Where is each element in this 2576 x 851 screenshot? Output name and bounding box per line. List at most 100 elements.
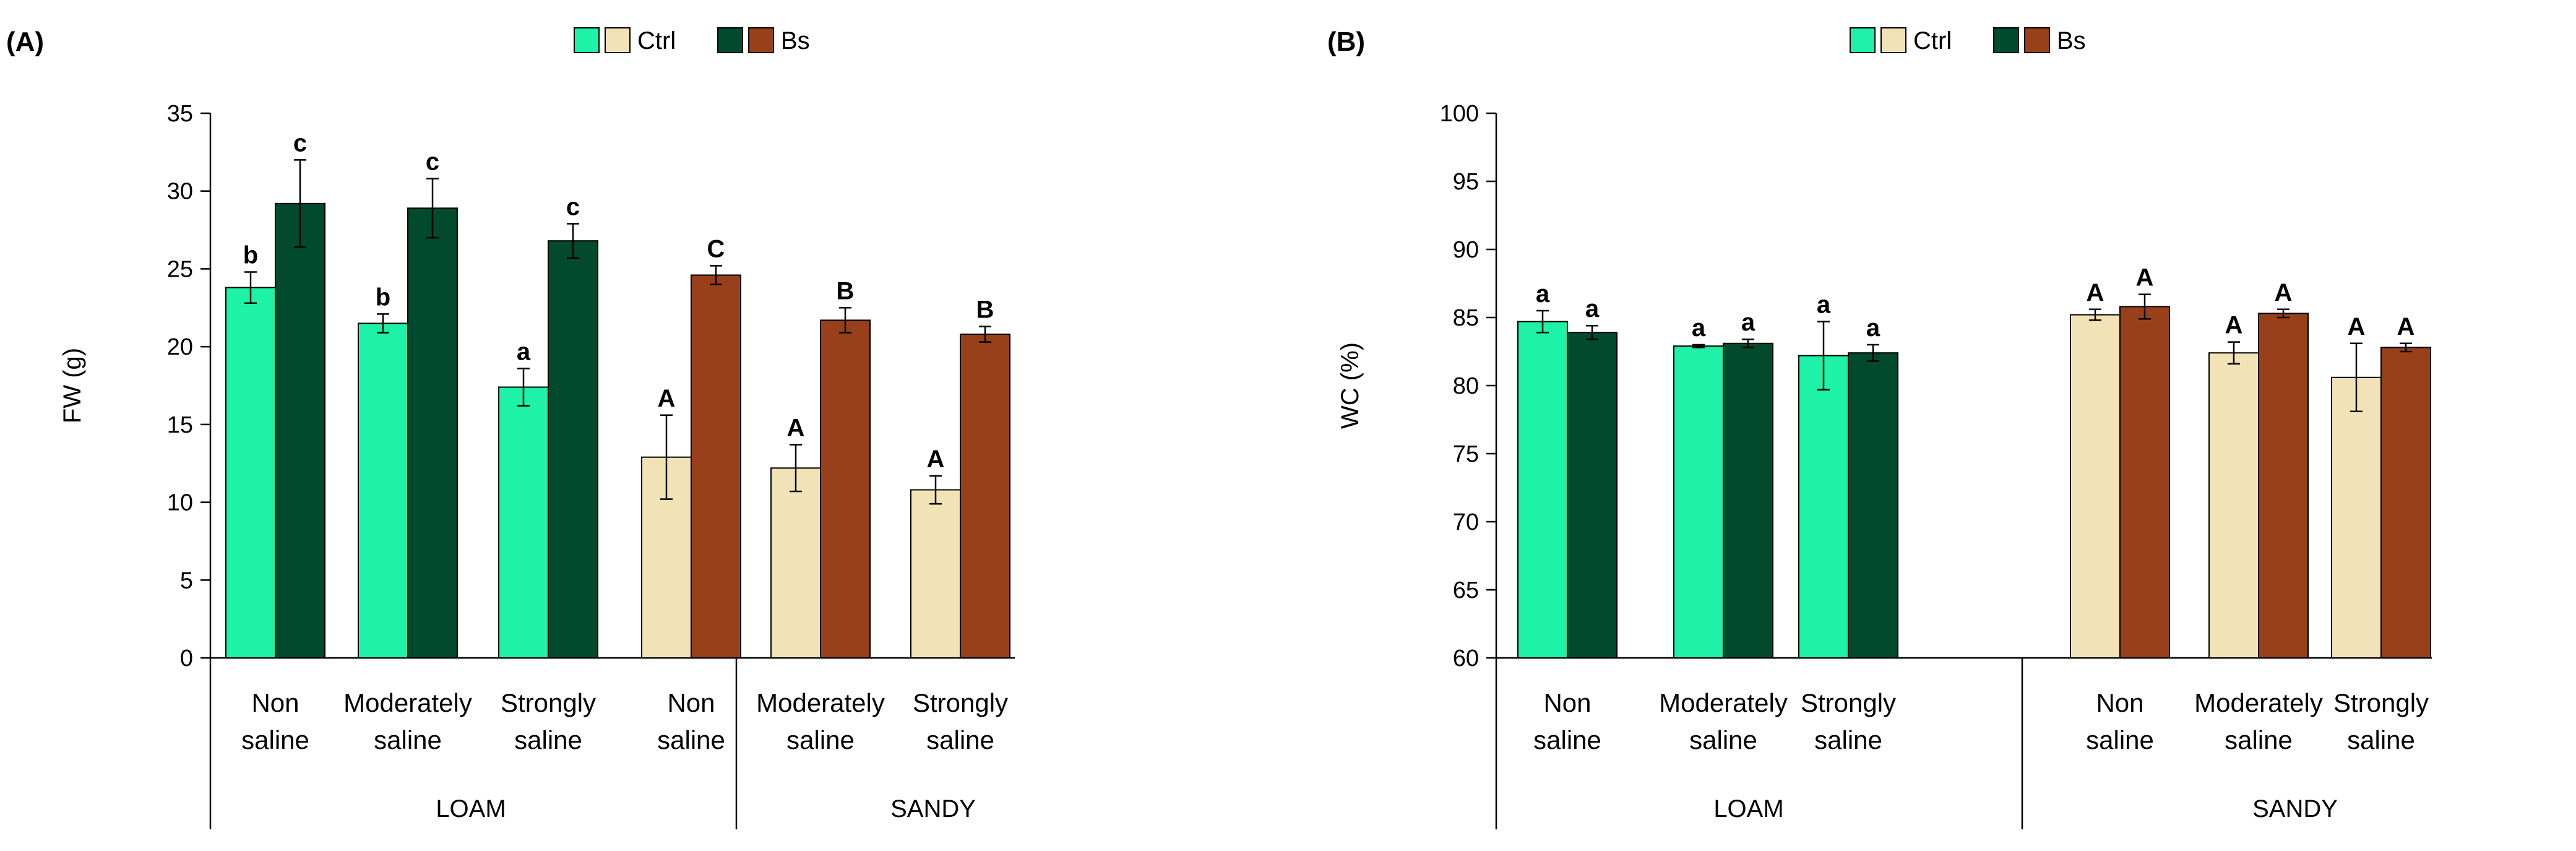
bar-ctrl-1	[358, 322, 408, 659]
bar-ctrl-4	[2208, 352, 2259, 659]
chart-panel-b: (B) Ctrl Bs 60 65 70 75 80 85 90 95 100 WC (%) a a a A A A…	[1327, 27, 2432, 829]
significance-letter: A	[2275, 279, 2293, 306]
y-tick-label: 10	[167, 490, 193, 516]
significance-letter: c	[293, 129, 307, 157]
y-axis-title: FW (g)	[59, 348, 86, 423]
y-tick-label: 30	[167, 179, 193, 205]
significance-letter: A	[2397, 313, 2415, 340]
panel-label: (B)	[1327, 27, 1365, 57]
bar-ctrl-0	[225, 287, 276, 659]
legend-swatch-loam-ctrl	[1850, 27, 1876, 53]
y-tick-label: 70	[1453, 509, 1479, 535]
y-tick-label: 25	[167, 256, 193, 282]
significance-letter: a	[1585, 295, 1600, 322]
significance-letter: a	[1536, 280, 1550, 308]
group-label-sandy: SANDY	[890, 795, 976, 823]
y-tick-label: 85	[1453, 305, 1479, 331]
significance-letter: A	[2225, 312, 2243, 339]
significance-letter: A	[2087, 279, 2104, 306]
bar-bs-1	[407, 207, 458, 659]
bar-ctrl-1	[1673, 345, 1724, 659]
y-axis-title: WC (%)	[1337, 342, 1364, 429]
y-tick-label: 35	[167, 101, 193, 127]
bar-bs-3	[691, 274, 741, 659]
bar-bs-0	[275, 202, 325, 659]
bar-bs-4	[820, 319, 871, 659]
category-label-line2: saline	[2347, 725, 2415, 754]
category-label-line1: Non	[2096, 688, 2143, 717]
bar-ctrl-2	[498, 386, 549, 659]
significance-letter: A	[927, 446, 945, 473]
y-tick-label: 95	[1453, 169, 1479, 195]
category-label-line1: Strongly	[501, 688, 596, 717]
significance-letter: a	[517, 338, 531, 365]
significance-letter: A	[2136, 264, 2154, 292]
panel-label: (A)	[6, 27, 44, 57]
bar-bs-2	[1848, 352, 1898, 659]
category-label-line2: saline	[657, 725, 725, 754]
bar-bs-2	[548, 240, 598, 659]
bar-bs-5	[2380, 347, 2431, 659]
legend-swatch-sandy-ctrl	[605, 27, 631, 53]
y-tick-label: 15	[167, 412, 193, 438]
significance-letter: A	[2348, 313, 2366, 340]
legend-swatch-loam-bs	[1993, 27, 2019, 53]
legend-label-bs: Bs	[2057, 27, 2086, 54]
y-tick-label: 65	[1453, 577, 1479, 603]
y-tick-label: 0	[180, 646, 193, 672]
category-label-line1: Strongly	[2333, 688, 2429, 717]
bar-ctrl-2	[1798, 355, 1849, 659]
significance-letter: b	[243, 241, 258, 269]
category-label-line1: Non	[667, 688, 715, 717]
category-label-line1: Moderately	[343, 688, 472, 717]
significance-letter: c	[426, 149, 439, 176]
category-label-line1: Non	[251, 688, 299, 717]
legend-label-ctrl: Ctrl	[637, 27, 676, 54]
significance-letter: A	[658, 385, 676, 412]
significance-letter: a	[1817, 292, 1831, 319]
significance-letter: B	[837, 277, 855, 305]
significance-letter: b	[376, 283, 390, 311]
legend-swatch-sandy-ctrl	[1880, 27, 1906, 53]
category-label-line2: saline	[374, 725, 442, 754]
bar-bs-1	[1723, 342, 1773, 659]
legend-swatch-loam-ctrl	[574, 27, 600, 53]
category-label-line2: saline	[1814, 725, 1882, 754]
y-tick-label: 90	[1453, 237, 1479, 263]
y-tick-label: 5	[180, 568, 193, 594]
bar-ctrl-5	[2331, 376, 2382, 659]
significance-letter: a	[1741, 309, 1755, 336]
category-label-line1: Moderately	[756, 688, 885, 717]
category-label-line2: saline	[1533, 725, 1601, 754]
category-label-line1: Moderately	[2194, 688, 2323, 717]
category-label-line1: Moderately	[1659, 688, 1788, 717]
y-tick-label: 20	[167, 334, 193, 360]
bar-bs-4	[2258, 313, 2309, 659]
legend-swatch-loam-bs	[717, 27, 743, 53]
bar-bs-3	[2119, 306, 2170, 659]
category-label-line2: saline	[926, 725, 994, 754]
category-label-line2: saline	[241, 725, 309, 754]
bar-bs-5	[960, 334, 1010, 659]
y-tick-label: 75	[1453, 441, 1479, 467]
y-tick-label: 60	[1453, 646, 1479, 672]
category-label-line1: Non	[1543, 688, 1591, 717]
bar-ctrl-5	[910, 489, 961, 659]
bar-ctrl-3	[2070, 314, 2121, 659]
significance-letter: B	[976, 296, 994, 323]
legend-label-bs: Bs	[781, 27, 810, 54]
y-tick-label: 80	[1453, 373, 1479, 399]
category-label-line2: saline	[2086, 725, 2154, 754]
chart-panel-a: (A) Ctrl Bs 0 5 10 15 20 25 30 35 FW (g) b b a A A Ac c c C B…	[6, 27, 1015, 829]
significance-letter: A	[787, 415, 805, 442]
category-label-line2: saline	[786, 725, 855, 754]
legend-swatch-sandy-bs	[2024, 27, 2050, 53]
group-label-loam: LOAM	[1713, 795, 1783, 823]
category-label-line1: Strongly	[1801, 688, 1896, 717]
legend-swatch-sandy-bs	[748, 27, 774, 53]
category-label-line1: Strongly	[913, 688, 1008, 717]
legend-label-ctrl: Ctrl	[1913, 27, 1952, 54]
bar-bs-0	[1567, 332, 1618, 659]
bar-ctrl-0	[1517, 321, 1568, 659]
